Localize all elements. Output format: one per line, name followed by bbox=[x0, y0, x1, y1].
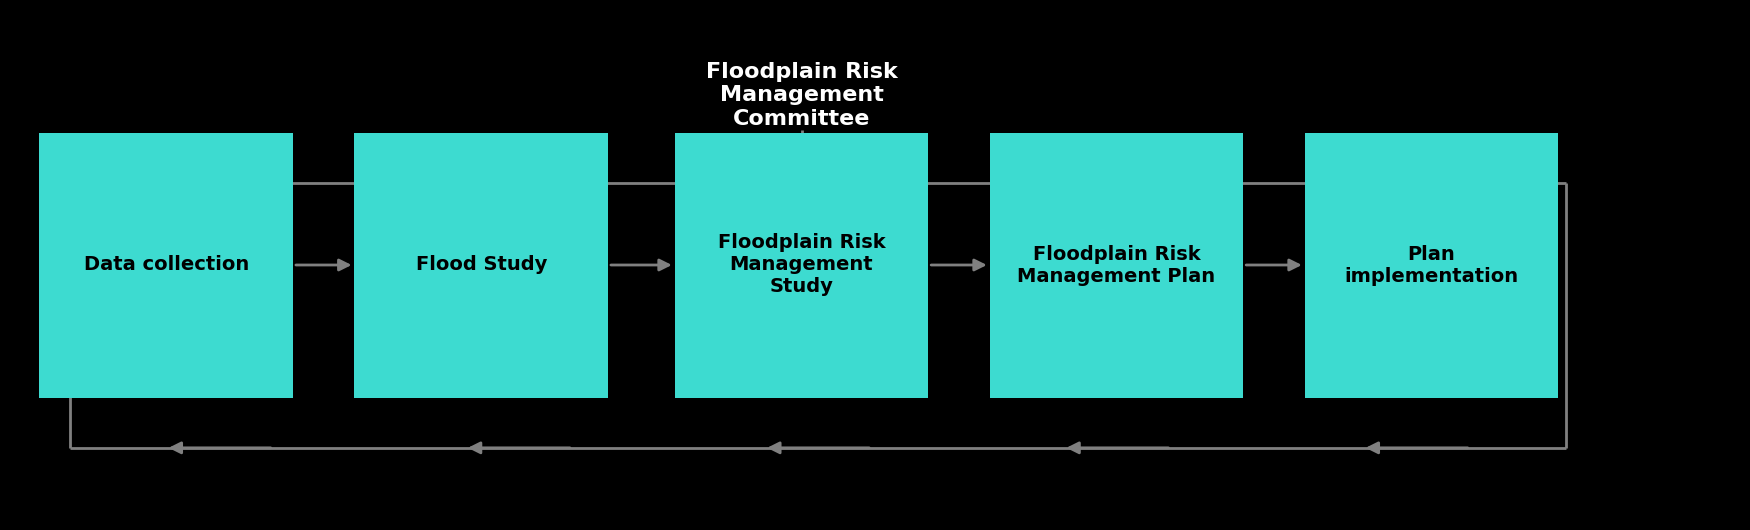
FancyBboxPatch shape bbox=[676, 132, 929, 398]
Text: Floodplain Risk
Management
Committee: Floodplain Risk Management Committee bbox=[705, 62, 898, 129]
Text: Plan
implementation: Plan implementation bbox=[1344, 244, 1519, 286]
Text: Data collection: Data collection bbox=[84, 255, 248, 275]
Text: Floodplain Risk
Management
Study: Floodplain Risk Management Study bbox=[718, 234, 886, 296]
FancyBboxPatch shape bbox=[354, 132, 609, 398]
Text: Flood Study: Flood Study bbox=[415, 255, 548, 275]
FancyBboxPatch shape bbox=[1306, 132, 1559, 398]
FancyBboxPatch shape bbox=[990, 132, 1242, 398]
FancyBboxPatch shape bbox=[40, 132, 292, 398]
Text: Floodplain Risk
Management Plan: Floodplain Risk Management Plan bbox=[1017, 244, 1216, 286]
